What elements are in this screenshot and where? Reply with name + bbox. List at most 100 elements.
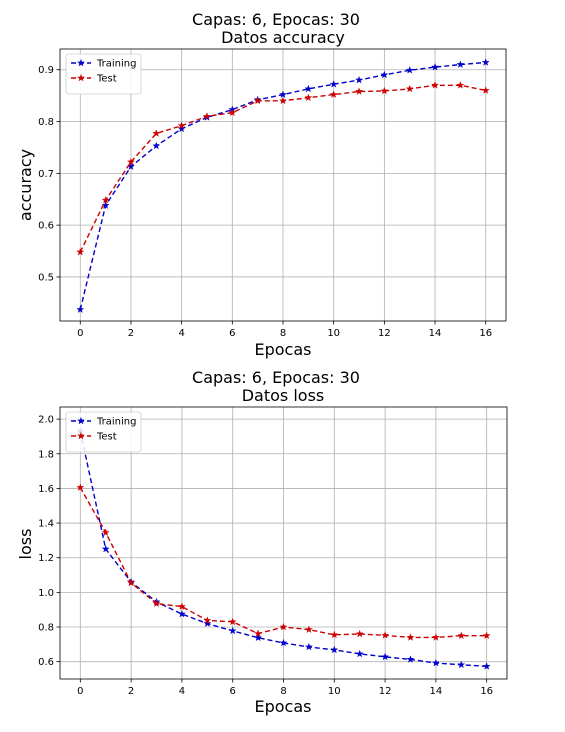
- data-point: [152, 129, 161, 137]
- data-point: [203, 619, 212, 627]
- data-point: [177, 609, 186, 618]
- y-tick-label: 0.6: [38, 221, 54, 232]
- data-point: [355, 629, 364, 638]
- legend-label: Test: [96, 432, 117, 443]
- data-point: [330, 645, 339, 654]
- data-point: [304, 93, 313, 102]
- data-point: [228, 626, 237, 635]
- data-point: [76, 247, 85, 256]
- data-point: [456, 81, 465, 89]
- x-tick-label: 6: [230, 686, 236, 697]
- tick-layer: 0 2 4 6 8 10 12 14 16 0.5 0.6 0.7 0.8 0.9: [38, 65, 492, 339]
- y-tick-label: 0.9: [38, 65, 54, 76]
- data-point: [482, 631, 491, 640]
- data-point: [481, 58, 490, 66]
- data-point: [405, 84, 414, 93]
- data-point: [431, 658, 440, 667]
- data-point: [101, 196, 110, 204]
- x-tick-label: 6: [229, 328, 235, 339]
- legend-item: Training: [71, 59, 136, 70]
- data-point: [279, 96, 287, 105]
- y-tick-label: 1.6: [38, 484, 54, 495]
- legend-marker: [76, 416, 86, 425]
- data-point: [254, 629, 263, 638]
- data-point: [380, 70, 389, 79]
- data-point: [254, 633, 263, 642]
- legend: Training Test: [65, 53, 142, 95]
- legend-label: Training: [96, 417, 136, 428]
- x-tick-label: 0: [77, 686, 83, 697]
- data-point: [481, 86, 490, 94]
- data-point: [355, 649, 364, 658]
- data-point: [355, 87, 364, 95]
- data-point: [228, 617, 237, 626]
- data-point: [304, 625, 313, 634]
- series-test: [76, 81, 490, 256]
- accuracy-chart: Capas: 6, Epocas: 30 Datos accuracy 0 2 4 6…: [16, 10, 507, 359]
- chart-subtitle: Datos accuracy: [221, 28, 345, 47]
- data-point: [431, 81, 440, 89]
- x-tick-label: 14: [429, 328, 442, 339]
- y-axis-label: accuracy: [16, 149, 35, 221]
- data-point: [329, 90, 338, 98]
- data-point: [355, 75, 364, 84]
- x-axis-label: Epocas: [255, 697, 312, 716]
- x-axis-label: Epocas: [255, 340, 312, 359]
- series-layer: [76, 58, 490, 314]
- legend-marker: [76, 58, 86, 67]
- data-point: [228, 108, 237, 117]
- data-point: [456, 60, 465, 68]
- x-tick-label: 4: [179, 686, 185, 697]
- data-point: [177, 124, 186, 133]
- data-point: [330, 630, 339, 639]
- legend-marker: [76, 73, 86, 82]
- data-point: [406, 655, 415, 663]
- y-tick-label: 0.8: [38, 623, 54, 634]
- y-tick-label: 0.5: [38, 272, 54, 283]
- series-layer: [76, 427, 491, 670]
- data-point: [253, 96, 262, 105]
- data-point: [203, 616, 212, 624]
- data-point: [126, 157, 135, 166]
- data-point: [304, 642, 313, 651]
- data-point: [457, 660, 466, 669]
- data-point: [405, 66, 414, 74]
- data-point: [101, 528, 110, 537]
- data-point: [127, 578, 136, 587]
- loss-chart: Capas: 6, Epocas: 30 Datos loss 0 2 4 6 8 10 1…: [16, 368, 508, 716]
- x-tick-label: 8: [280, 328, 286, 339]
- chart-title: Capas: 6, Epocas: 30: [192, 10, 360, 29]
- legend-item: Training: [71, 417, 136, 428]
- chart-title: Capas: 6, Epocas: 30: [192, 368, 360, 387]
- series-test: [76, 483, 491, 641]
- x-tick-label: 12: [378, 328, 391, 339]
- data-point: [177, 121, 186, 130]
- x-tick-label: 4: [178, 328, 184, 339]
- legend-label: Training: [96, 59, 136, 70]
- tick-layer: 0 2 4 6 8 10 12 14 16 0.6 0.8 1.0 1.2 1.4 1.6 1.8 2.0: [38, 415, 493, 697]
- data-point: [76, 305, 85, 314]
- data-point: [279, 638, 288, 647]
- data-point: [177, 602, 186, 610]
- data-point: [457, 631, 466, 640]
- x-tick-label: 0: [77, 328, 83, 339]
- legend-label: Test: [96, 74, 117, 85]
- y-tick-label: 0.6: [38, 657, 54, 668]
- data-point: [152, 141, 161, 150]
- x-tick-label: 2: [128, 686, 134, 697]
- data-point: [380, 86, 389, 95]
- legend-item: Test: [71, 74, 117, 85]
- x-tick-label: 12: [379, 686, 392, 697]
- legend: Training Test: [65, 411, 142, 453]
- y-tick-label: 0.8: [38, 117, 54, 128]
- legend-box: [65, 53, 142, 95]
- y-tick-label: 1.2: [38, 553, 54, 564]
- x-tick-label: 16: [479, 328, 492, 339]
- x-tick-label: 10: [328, 686, 341, 697]
- data-point: [279, 90, 287, 98]
- data-point: [76, 483, 85, 491]
- x-tick-label: 8: [280, 686, 286, 697]
- data-point: [381, 652, 390, 661]
- y-tick-label: 1.0: [38, 588, 54, 599]
- data-point: [406, 633, 415, 641]
